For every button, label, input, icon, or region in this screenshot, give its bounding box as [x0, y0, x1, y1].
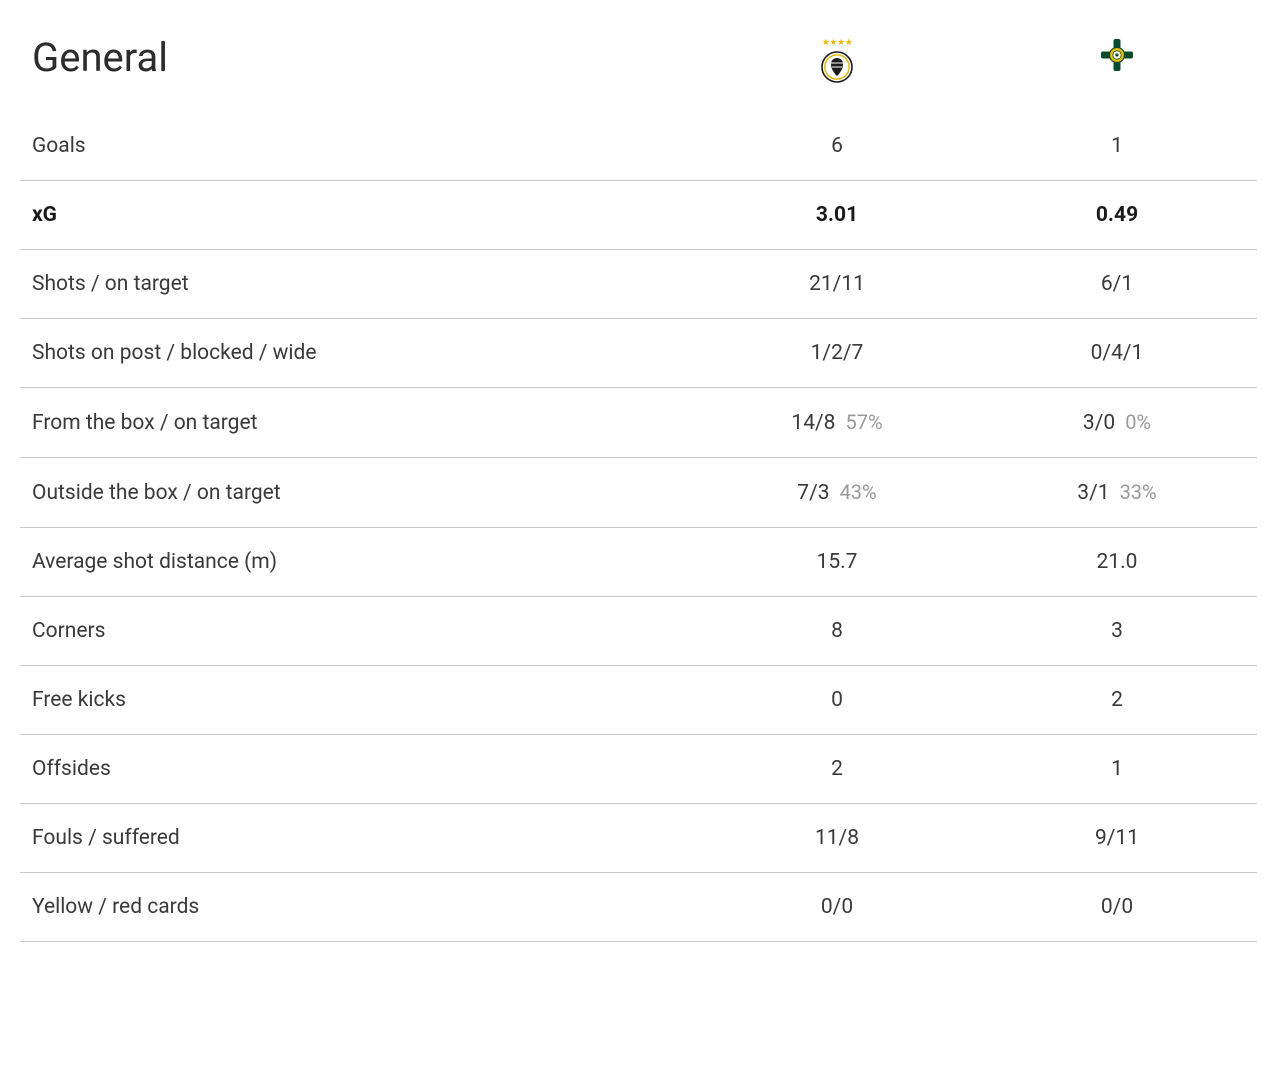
team2-value: 0.49 [977, 181, 1257, 250]
value-text: 0.49 [1096, 203, 1138, 227]
stat-label: xG [20, 181, 697, 250]
value-text: 3/1 [1077, 481, 1109, 505]
value-text: 6 [831, 134, 843, 158]
table-row: Corners 8 3 [20, 597, 1257, 666]
stat-label: Shots on post / blocked / wide [20, 319, 697, 388]
team2-value: 6/1 [977, 250, 1257, 319]
value-text: 1/2/7 [811, 341, 864, 365]
table-row: Fouls / suffered 11/8 9/11 [20, 804, 1257, 873]
team1-value: 2 [697, 735, 977, 804]
team1-value: 21/11 [697, 250, 977, 319]
team2-header [977, 20, 1257, 112]
team1-value: 7/3 43% [697, 458, 977, 528]
germany-crest-icon [820, 50, 854, 84]
team2-value: 21.0 [977, 528, 1257, 597]
stat-label: Goals [20, 112, 697, 181]
table-row: Offsides 2 1 [20, 735, 1257, 804]
team2-value: 0/0 [977, 873, 1257, 942]
team2-value: 3/1 33% [977, 458, 1257, 528]
stats-table: General ★★★★ [20, 20, 1257, 942]
stat-label: Average shot distance (m) [20, 528, 697, 597]
team2-value: 1 [977, 112, 1257, 181]
value-pct: 57% [845, 410, 882, 434]
stat-label: Free kicks [20, 666, 697, 735]
value-text: 3/0 [1083, 411, 1115, 435]
value-text: 0/0 [1101, 895, 1133, 919]
value-text: 9/11 [1095, 826, 1139, 850]
team1-value: 11/8 [697, 804, 977, 873]
team2-value: 3/0 0% [977, 388, 1257, 458]
table-header-row: General ★★★★ [20, 20, 1257, 112]
germany-stars-icon: ★★★★ [822, 39, 852, 48]
value-text: 6/1 [1101, 272, 1133, 296]
team2-value: 2 [977, 666, 1257, 735]
value-text: 1 [1111, 134, 1123, 158]
team1-value: 8 [697, 597, 977, 666]
team1-value: 0 [697, 666, 977, 735]
table-row: Yellow / red cards 0/0 0/0 [20, 873, 1257, 942]
team1-value: 3.01 [697, 181, 977, 250]
team2-value: 9/11 [977, 804, 1257, 873]
stat-label: Yellow / red cards [20, 873, 697, 942]
stat-label: Fouls / suffered [20, 804, 697, 873]
team2-value: 1 [977, 735, 1257, 804]
team1-value: 15.7 [697, 528, 977, 597]
value-text: 7/3 [797, 481, 829, 505]
value-pct: 0% [1125, 410, 1151, 434]
value-text: 2 [1111, 688, 1123, 712]
table-row: Free kicks 0 2 [20, 666, 1257, 735]
value-text: 3.01 [816, 203, 858, 227]
table-row: Outside the box / on target 7/3 43% 3/1 33% [20, 458, 1257, 528]
stat-label: Offsides [20, 735, 697, 804]
value-text: 21/11 [809, 272, 865, 296]
stat-label: From the box / on target [20, 388, 697, 458]
value-text: 14/8 [791, 411, 835, 435]
nireland-crest-icon [1099, 37, 1135, 73]
value-pct: 33% [1120, 480, 1157, 504]
value-text: 0 [831, 688, 843, 712]
northern-ireland-logo-icon [1099, 37, 1135, 73]
table-row: Goals 6 1 [20, 112, 1257, 181]
team2-value: 0/4/1 [977, 319, 1257, 388]
team1-value: 1/2/7 [697, 319, 977, 388]
value-text: 8 [831, 619, 843, 643]
germany-logo-icon: ★★★★ [820, 39, 854, 84]
value-text: 11/8 [815, 826, 859, 850]
table-row: Average shot distance (m) 15.7 21.0 [20, 528, 1257, 597]
value-text: 0/4/1 [1091, 341, 1144, 365]
value-pct: 43% [840, 480, 877, 504]
stat-label: Corners [20, 597, 697, 666]
stat-label: Outside the box / on target [20, 458, 697, 528]
value-text: 21.0 [1097, 550, 1138, 574]
table-row: Shots on post / blocked / wide 1/2/7 0/4/1 [20, 319, 1257, 388]
value-text: 15.7 [817, 550, 858, 574]
team2-value: 3 [977, 597, 1257, 666]
stats-panel: General ★★★★ [0, 0, 1277, 962]
team1-value: 0/0 [697, 873, 977, 942]
value-text: 2 [831, 757, 843, 781]
team1-header: ★★★★ [697, 20, 977, 112]
table-row: xG 3.01 0.49 [20, 181, 1257, 250]
value-text: 3 [1111, 619, 1123, 643]
table-row: Shots / on target 21/11 6/1 [20, 250, 1257, 319]
team1-value: 14/8 57% [697, 388, 977, 458]
table-title: General [20, 20, 697, 112]
table-row: From the box / on target 14/8 57% 3/0 0% [20, 388, 1257, 458]
team1-value: 6 [697, 112, 977, 181]
value-text: 1 [1111, 757, 1123, 781]
stat-label: Shots / on target [20, 250, 697, 319]
value-text: 0/0 [821, 895, 853, 919]
stats-table-body: Goals 6 1 xG 3.01 0.49 Shots / on target 21/11 6… [20, 112, 1257, 942]
